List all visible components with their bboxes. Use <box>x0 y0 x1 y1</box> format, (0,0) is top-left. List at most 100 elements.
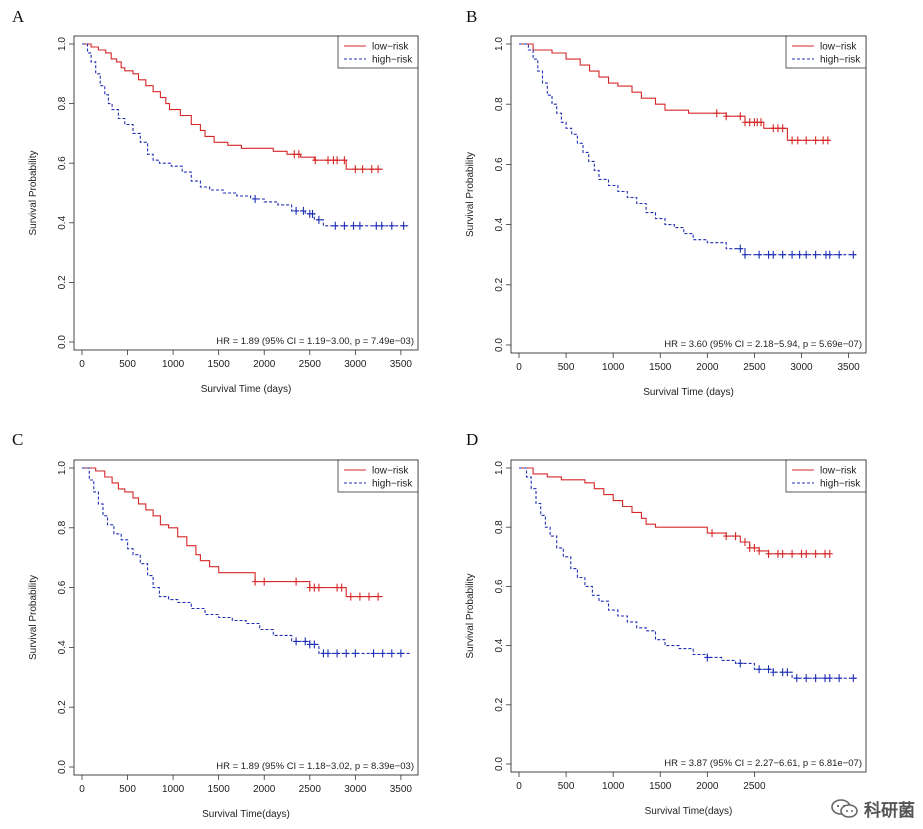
hr-annotation: HR = 3.60 (95% CI = 2.18−5.94, p = 5.69e… <box>664 339 862 350</box>
x-tick-label: 1000 <box>602 362 625 373</box>
censor-mark <box>370 649 377 658</box>
censor-mark <box>366 592 372 601</box>
censor-mark <box>350 221 357 230</box>
plot-area-b: 0 500 1000 1500 2000 2500 3000 3500 0.0 0.2 0.4 0.6… <box>465 35 867 398</box>
x-tick-label: 500 <box>119 784 136 795</box>
censor-mark <box>789 250 796 259</box>
y-tick-label: 0.8 <box>494 97 505 111</box>
legend-box <box>785 459 867 493</box>
x-tick-label: 2000 <box>696 781 719 792</box>
censor-mark <box>793 674 800 683</box>
plot-frame <box>73 35 419 351</box>
censor-mark <box>709 529 716 538</box>
x-tick-label: 3500 <box>837 362 860 373</box>
censor-mark <box>779 250 786 259</box>
hr-annotation: HR = 1.89 (95% CI = 1.19−3.00, p = 7.49e… <box>216 336 414 347</box>
censor-mark <box>756 546 763 555</box>
censor-mark <box>836 250 843 259</box>
y-tick-label: 0.2 <box>494 697 505 711</box>
x-tick-label: 1000 <box>162 784 185 795</box>
censor-mark <box>334 156 341 165</box>
censor-mark <box>378 221 385 230</box>
legend-label: high−risk <box>372 55 413 66</box>
censor-mark <box>826 250 833 259</box>
y-tick-label: 1.0 <box>57 37 68 51</box>
censor-mark <box>341 221 348 230</box>
censor-mark <box>812 250 819 259</box>
x-tick-label: 2500 <box>299 359 322 370</box>
censor-mark <box>388 221 395 230</box>
censor-mark <box>737 112 744 121</box>
censor-mark <box>356 592 363 601</box>
x-tick-label: 1500 <box>649 362 672 373</box>
censor-mark <box>375 592 382 601</box>
x-tick-label: 0 <box>516 362 522 373</box>
censor-mark <box>356 221 363 230</box>
censor-mark <box>779 124 786 133</box>
y-tick-label: 0.6 <box>57 580 68 594</box>
y-tick-label: 0.2 <box>57 700 68 714</box>
y-tick-label: 0.8 <box>57 96 68 110</box>
x-tick-label: 3500 <box>390 359 413 370</box>
x-axis-label: Survival Time(days) <box>645 806 733 817</box>
censor-mark <box>295 150 302 159</box>
censor-mark <box>713 109 720 118</box>
censor-mark <box>293 577 300 586</box>
y-tick-label: 0.0 <box>57 760 68 774</box>
y-tick-label: 1.0 <box>494 461 505 475</box>
x-axis-label: Survival Time(days) <box>202 809 290 820</box>
panel-letter-b: B <box>466 7 477 26</box>
plot-frame <box>510 459 867 773</box>
x-tick-label: 0 <box>79 784 85 795</box>
censor-mark <box>397 649 404 658</box>
censor-mark <box>803 674 810 683</box>
censor-mark <box>742 250 748 259</box>
high-risk-curve <box>519 43 858 256</box>
watermark-text: 科研菌 <box>864 801 915 821</box>
x-tick-label: 500 <box>558 362 575 373</box>
legend-label: high−risk <box>820 479 861 490</box>
censor-mark <box>756 250 763 259</box>
censor-mark <box>315 215 322 224</box>
x-tick-label: 3500 <box>390 784 413 795</box>
plot-frame <box>73 459 419 776</box>
censor-mark <box>352 165 359 174</box>
y-tick-label: 0.0 <box>494 757 505 771</box>
censor-mark <box>723 112 730 121</box>
high-risk-curve <box>519 467 858 679</box>
y-tick-label: 0.2 <box>494 277 505 291</box>
x-tick-label: 2000 <box>253 784 276 795</box>
censor-mark <box>309 209 316 218</box>
censor-mark <box>803 136 810 145</box>
panel-letter-a: A <box>12 7 25 26</box>
y-axis-label: Survival Probability <box>465 152 476 237</box>
legend-label: low−risk <box>820 466 857 477</box>
plot-frame <box>510 35 867 354</box>
censor-mark <box>261 577 268 586</box>
km-chart-b: B 0 500 1000 1500 2000 2500 3000 35000.00.20.40… <box>465 7 867 398</box>
censor-mark <box>850 674 857 683</box>
censor-mark <box>751 543 758 552</box>
censor-mark <box>293 637 300 646</box>
censor-mark <box>756 665 763 674</box>
censor-mark <box>765 665 772 674</box>
panel-letter-d: D <box>466 430 478 449</box>
censor-mark <box>803 549 810 558</box>
hr-annotation: HR = 1.89 (95% CI = 1.18−3.02, p = 8.39e… <box>216 761 414 772</box>
censor-mark <box>343 649 350 658</box>
censor-mark <box>293 206 300 215</box>
censor-mark <box>803 250 810 259</box>
censor-mark <box>826 674 833 683</box>
y-tick-label: 0.8 <box>494 520 505 534</box>
plot-area-d: 0 500 1000 1500 2000 2500 0.0 0.2 0.4 0.6 0.8 1.0 Su… <box>465 459 867 817</box>
x-axis-label: Survival Time (days) <box>201 384 292 395</box>
watermark: 科研菌 <box>830 796 915 821</box>
x-tick-label: 2500 <box>299 784 322 795</box>
censor-mark <box>737 659 744 668</box>
legend-label: low−risk <box>820 42 857 53</box>
censor-mark <box>723 532 730 541</box>
y-axis-label: Survival Probability <box>28 575 39 660</box>
y-tick-label: 0.6 <box>494 579 505 593</box>
censor-mark <box>325 156 331 165</box>
censor-mark <box>388 649 395 658</box>
